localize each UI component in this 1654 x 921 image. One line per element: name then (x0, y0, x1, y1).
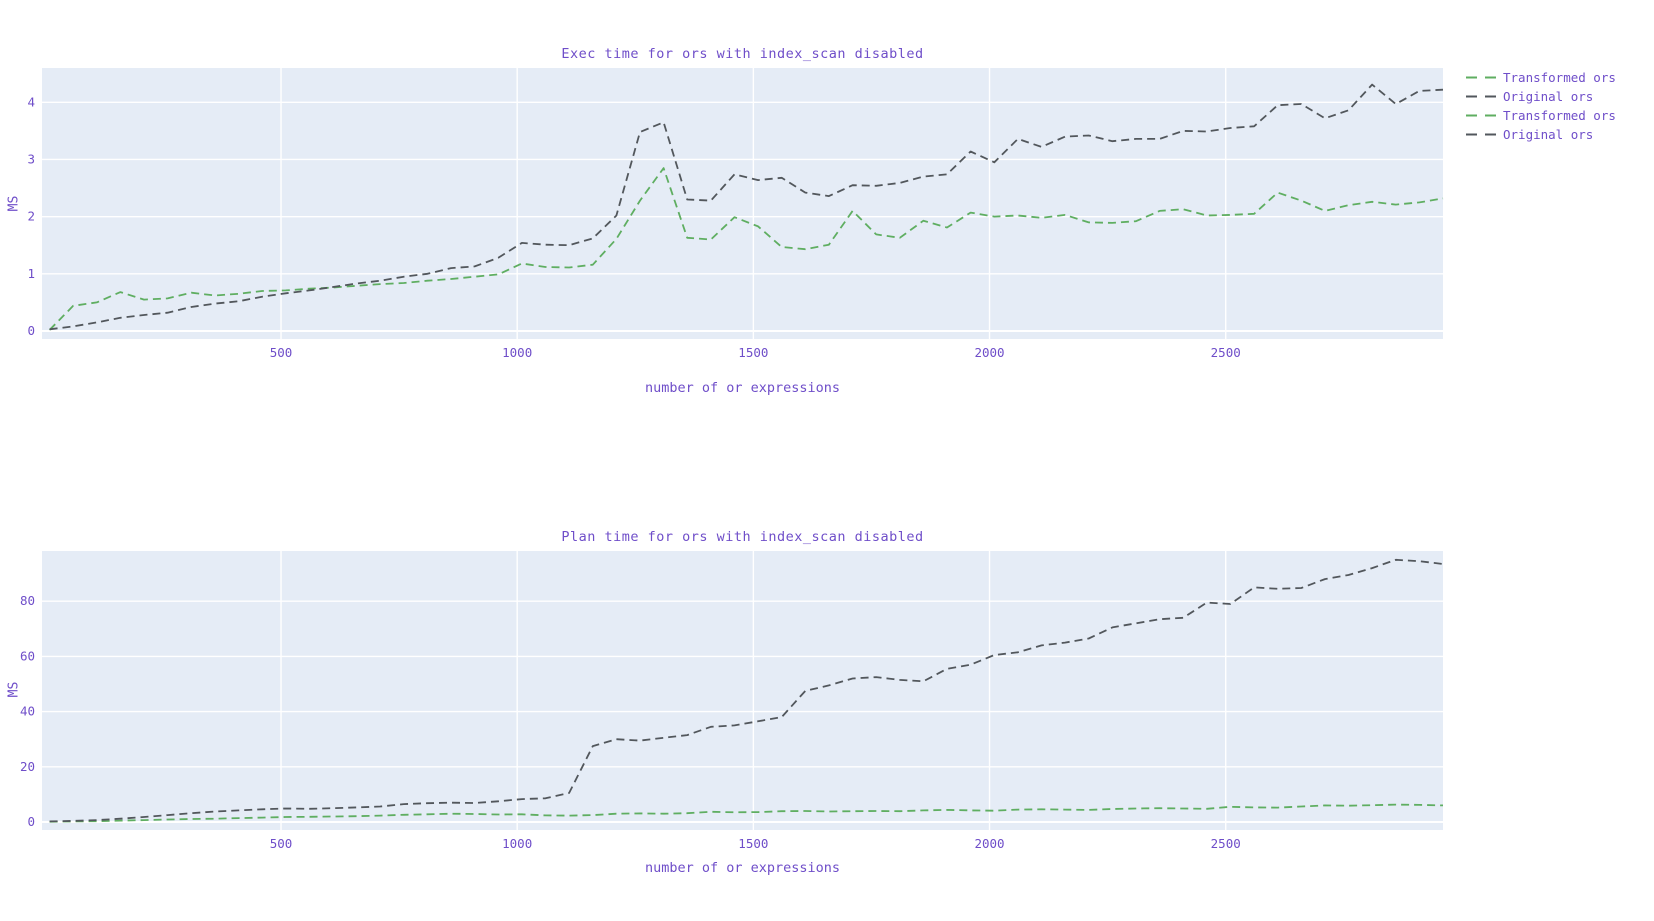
plan-chart-title: Plan time for ors with index_scan disabl… (561, 529, 924, 545)
y-tick-label: 80 (20, 593, 35, 608)
y-tick-label: 20 (20, 759, 35, 774)
x-tick-label: 2000 (974, 345, 1004, 360)
y-tick-label: 4 (27, 94, 35, 109)
y-tick-label: 0 (27, 814, 35, 829)
legend-label: Transformed ors (1503, 70, 1616, 85)
exec-time-plot-area[interactable]: 500 1000 1500 2000 2500 0 1 2 3 4 (0, 68, 1654, 368)
legend: Transformed ors Original ors Transformed… (1466, 68, 1616, 144)
y-tick-label: 60 (20, 648, 35, 663)
y-tick-label: 1 (27, 266, 35, 281)
legend-item-exec-transformed[interactable]: Transformed ors (1466, 68, 1616, 87)
plan-time-plot-area[interactable]: 500 1000 1500 2000 2500 0 20 40 60 80 (0, 551, 1654, 861)
legend-item-plan-original[interactable]: Original ors (1466, 125, 1616, 144)
plot-background (42, 68, 1443, 339)
dashed-line-swatch-icon (1466, 95, 1496, 98)
original-ors-line (49, 558, 1444, 823)
original-ors-line (49, 83, 1444, 331)
y-tick-label: 2 (27, 209, 35, 224)
x-tick-label: 1000 (502, 836, 532, 851)
x-tick-label: 1500 (738, 836, 768, 851)
legend-item-plan-transformed[interactable]: Transformed ors (1466, 106, 1616, 125)
y-tick-label: 0 (27, 323, 35, 338)
x-tick-label: 2000 (974, 836, 1004, 851)
y-tick-label: 3 (27, 151, 35, 166)
dashed-line-swatch-icon (1466, 76, 1496, 79)
legend-label: Transformed ors (1503, 108, 1616, 123)
transformed-ors-line (48, 167, 1444, 331)
x-tick-label: 1500 (738, 345, 768, 360)
exec-chart-title: Exec time for ors with index_scan disabl… (561, 46, 924, 62)
x-tick-label: 500 (270, 836, 293, 851)
x-tick-label: 1000 (502, 345, 532, 360)
dashed-line-swatch-icon (1466, 114, 1496, 117)
plan-x-axis-label: number of or expressions (644, 860, 841, 876)
x-tick-label: 2500 (1211, 345, 1241, 360)
plot-background (42, 551, 1443, 830)
exec-x-axis-label: number of or expressions (644, 380, 841, 396)
y-tick-label: 40 (20, 704, 35, 719)
legend-item-exec-original[interactable]: Original ors (1466, 87, 1616, 106)
x-tick-label: 500 (270, 345, 293, 360)
dashed-line-swatch-icon (1466, 133, 1496, 136)
transformed-ors-line (49, 803, 1444, 823)
legend-label: Original ors (1503, 127, 1594, 142)
x-tick-label: 2500 (1211, 836, 1241, 851)
legend-label: Original ors (1503, 89, 1594, 104)
